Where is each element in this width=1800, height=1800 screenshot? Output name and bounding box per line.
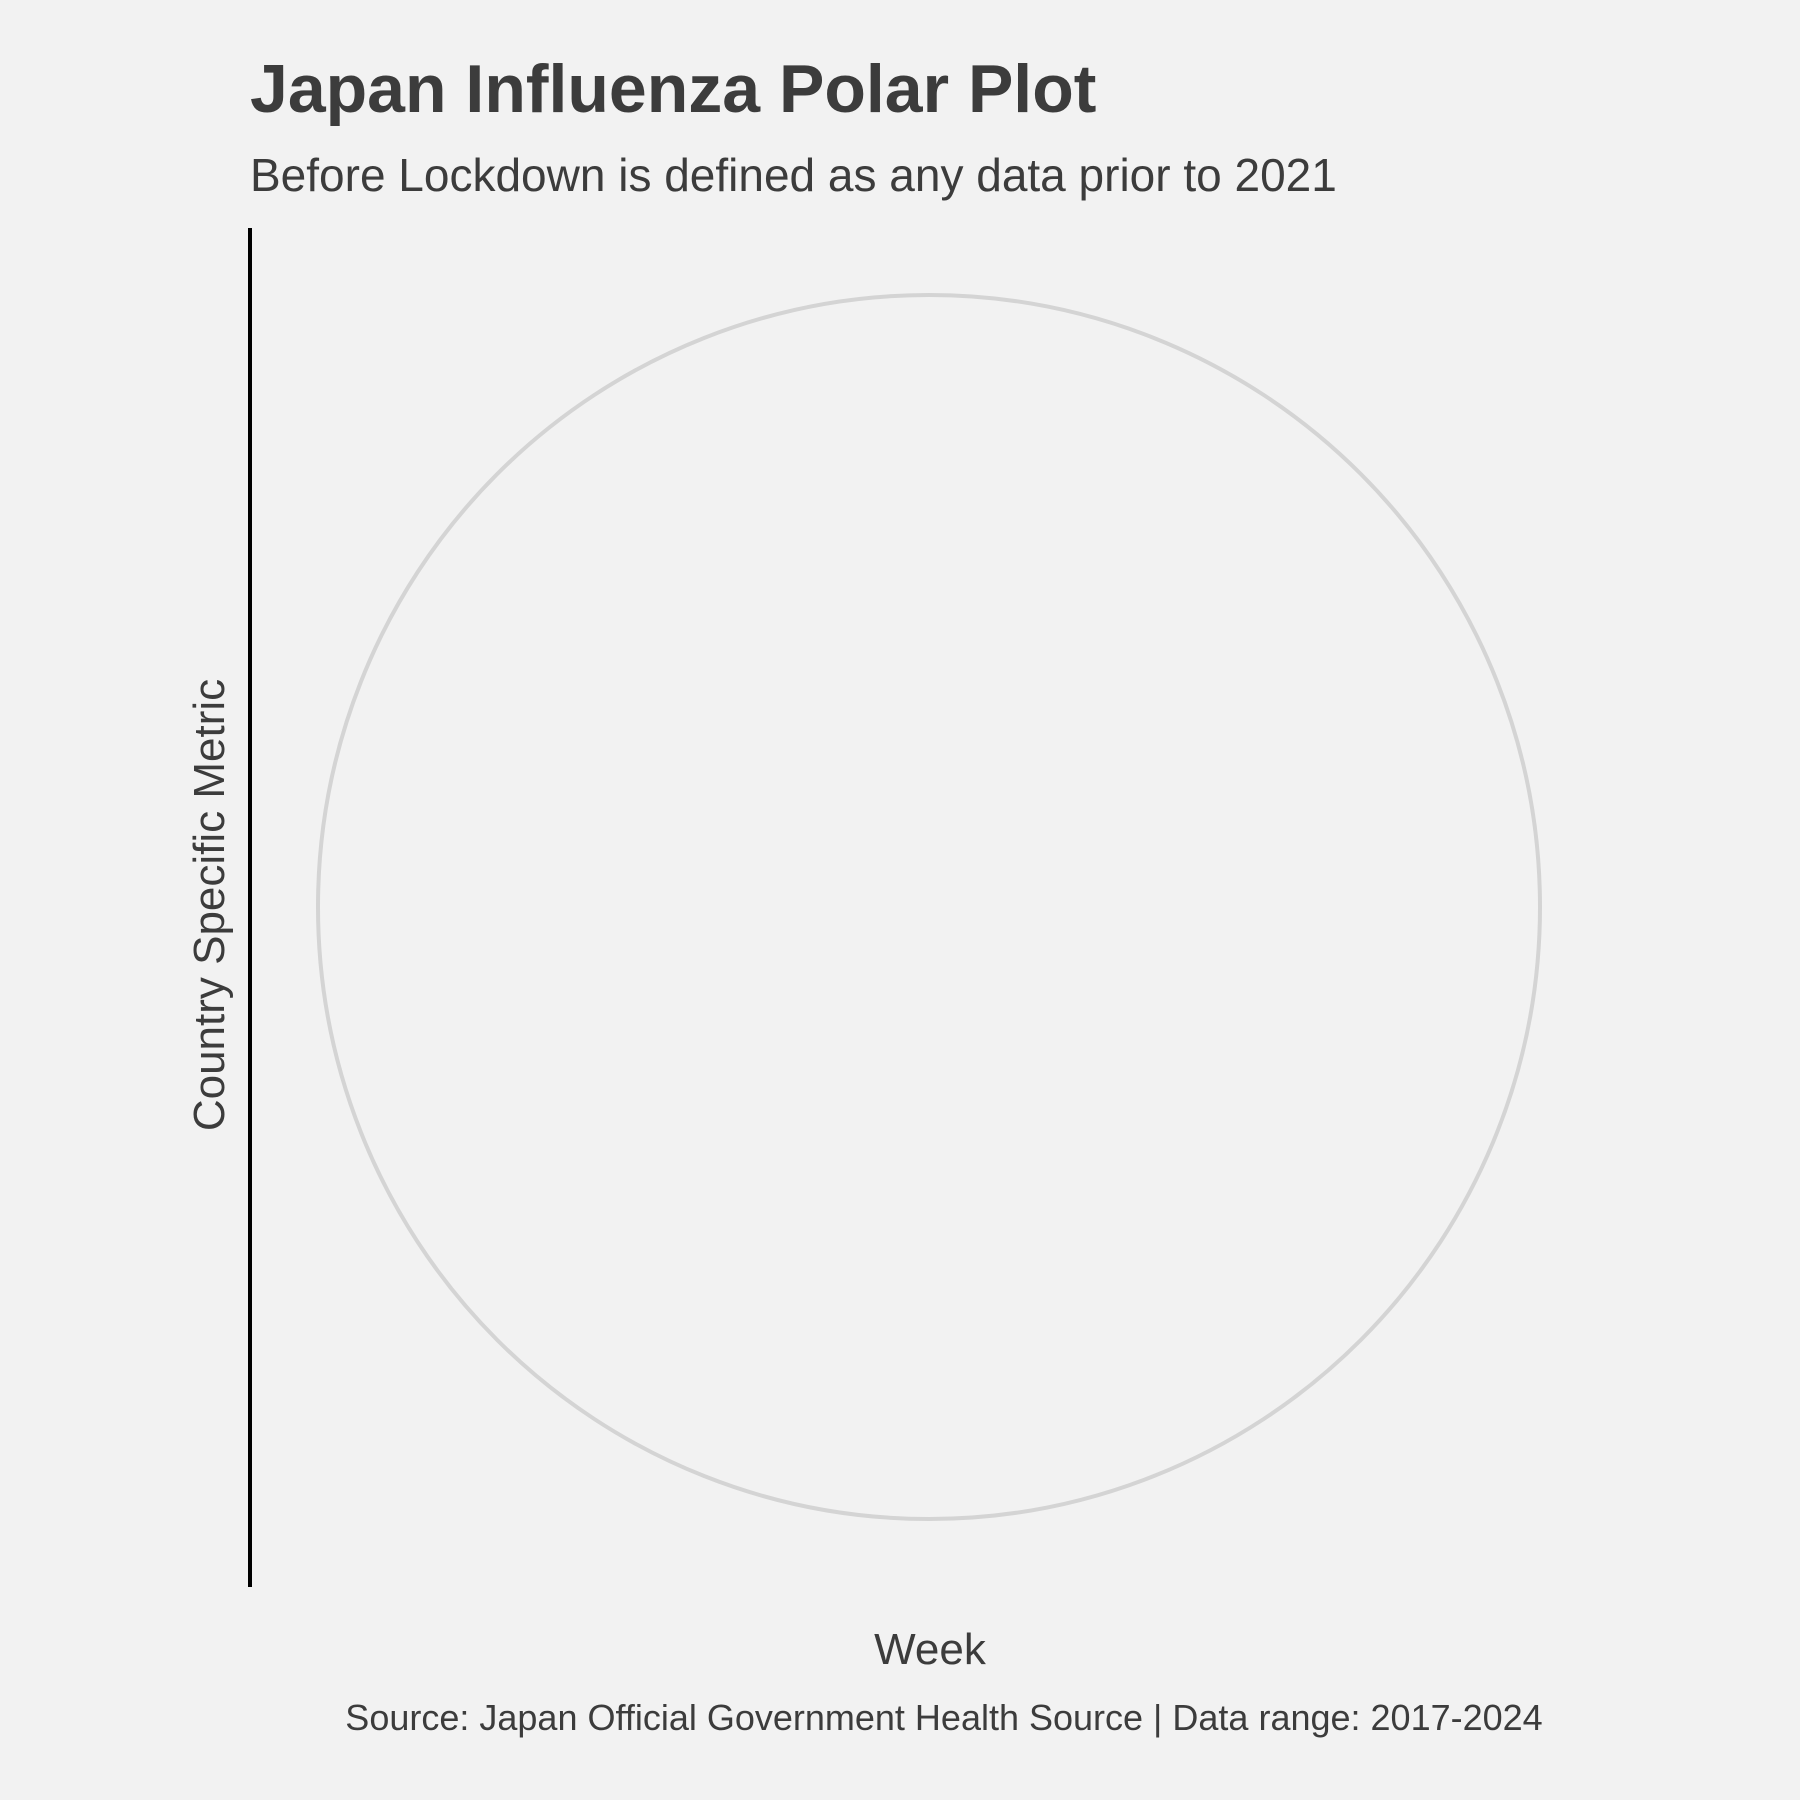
y-axis-label: Country Specific Metric (185, 678, 234, 1132)
x-axis-label: Week (874, 1625, 986, 1674)
polar-grid-circle (316, 293, 1542, 1521)
chart-title: Japan Influenza Polar Plot (250, 51, 1097, 127)
chart-subtitle: Before Lockdown is defined as any data p… (250, 149, 1337, 201)
source-caption: Source: Japan Official Government Health… (345, 1697, 1543, 1738)
